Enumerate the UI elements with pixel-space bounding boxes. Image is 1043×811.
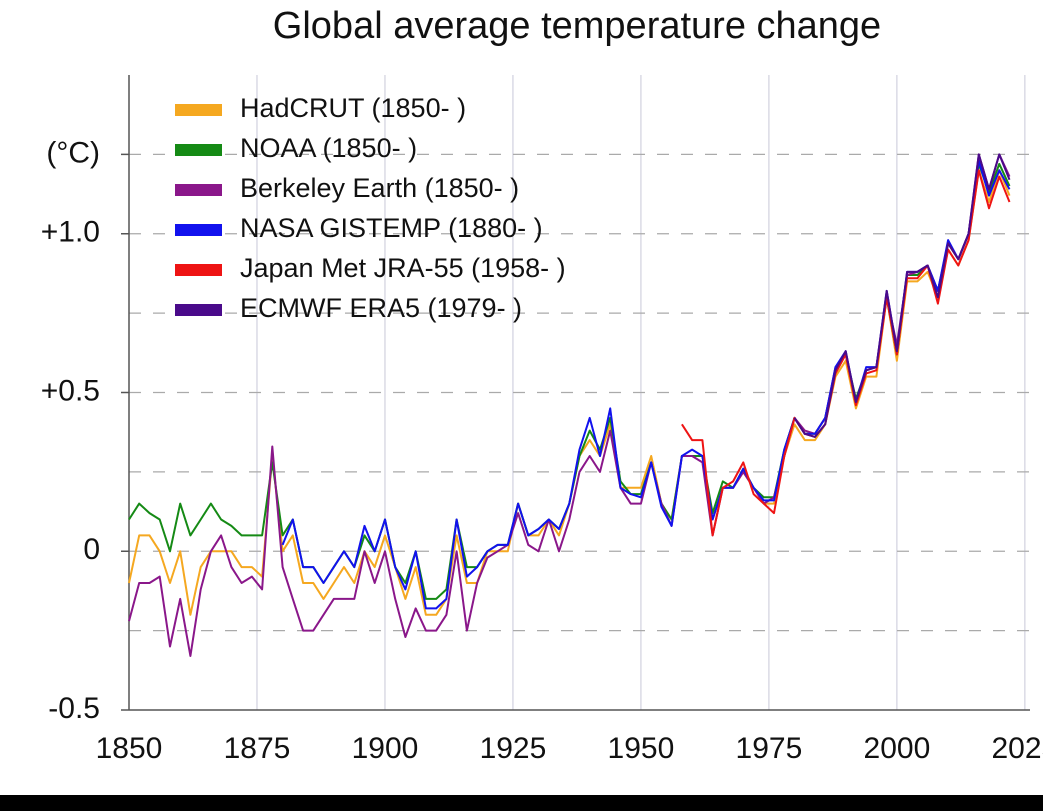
legend-label: Berkeley Earth (1850- ) [240, 173, 519, 203]
x-tick-label: 2025 [992, 732, 1043, 765]
x-tick-label: 1975 [736, 732, 803, 765]
legend-label: ECMWF ERA5 (1979- ) [240, 293, 522, 323]
y-tick-label: +1.0 [41, 216, 100, 249]
legend-swatch [175, 104, 222, 116]
legend-label: NASA GISTEMP (1880- ) [240, 213, 543, 243]
legend-swatch [175, 264, 222, 276]
legend-swatch [175, 144, 222, 156]
x-tick-label: 1850 [96, 732, 163, 765]
bottom-bar [0, 795, 1043, 811]
data-line [793, 153, 1011, 438]
legend-label: HadCRUT (1850- ) [240, 93, 466, 123]
y-tick-label: 0 [83, 533, 100, 566]
legend-swatch [175, 224, 222, 236]
x-tick-label: 1900 [352, 732, 419, 765]
x-tick-label: 1925 [480, 732, 547, 765]
chart-title: Global average temperature change [273, 5, 881, 47]
x-tick-label: 1950 [608, 732, 675, 765]
legend-swatch [175, 184, 222, 196]
x-tick-label: 2000 [864, 732, 931, 765]
legend-swatch [175, 304, 222, 316]
y-tick-label: -0.5 [48, 692, 100, 725]
y-tick-label: (°C) [46, 136, 100, 169]
legend-label: Japan Met JRA-55 (1958- ) [240, 253, 566, 283]
y-tick-label: +0.5 [41, 374, 100, 407]
legend-label: NOAA (1850- ) [240, 133, 417, 163]
x-tick-label: 1875 [224, 732, 291, 765]
